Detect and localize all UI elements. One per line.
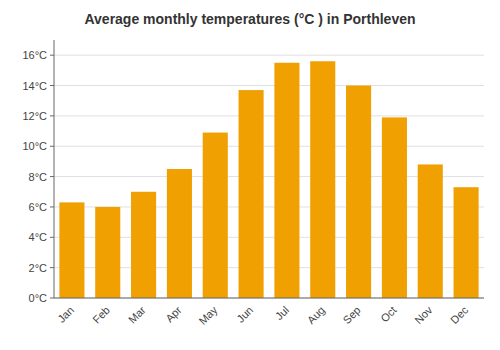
x-tick-label: Sep: [340, 304, 362, 326]
bar: [454, 187, 479, 298]
bar: [418, 164, 443, 298]
y-tick-label: 16°C: [22, 49, 47, 61]
bars: [59, 61, 478, 298]
x-tick-label: Nov: [412, 303, 435, 326]
y-tick-label: 4°C: [29, 231, 48, 243]
title: Average monthly temperatures (°C ) in Po…: [84, 11, 415, 27]
x-tick-label: Dec: [448, 303, 471, 326]
y-tick-label: 14°C: [22, 80, 47, 92]
x-tick-label: Oct: [378, 304, 399, 325]
x-tick-label: Jun: [234, 304, 255, 325]
grid-line: [54, 115, 484, 116]
bar: [131, 192, 156, 298]
grid-line: [54, 55, 484, 56]
y-tick: [50, 237, 54, 238]
y-tick-label: 10°C: [22, 140, 47, 152]
x-axis: Jan Feb Mar Apr May Jun Jul Aug Sep Oct Nov Dec: [54, 298, 484, 327]
bar: [59, 202, 84, 298]
y-tick-label: 2°C: [29, 262, 48, 274]
bar: [274, 63, 299, 298]
x-tick-label: Jan: [55, 304, 76, 325]
x-tick-label: Apr: [163, 304, 184, 325]
grid-line: [54, 85, 484, 86]
y-tick-label: 12°C: [22, 110, 47, 122]
y-tick: [50, 55, 54, 56]
x-tick-label: Jul: [273, 304, 291, 322]
x-tick-label: Feb: [90, 304, 112, 326]
x-tick-label: Aug: [305, 304, 327, 326]
y-axis: 0°C 2°C 4°C 6°C 8°C 10°C 12°C 14°C 16°C: [22, 40, 54, 304]
grid: [54, 55, 484, 298]
y-axis-line: [54, 40, 55, 298]
bar: [382, 117, 407, 298]
y-tick: [50, 176, 54, 177]
y-tick-label: 6°C: [29, 201, 48, 213]
x-axis-line: [54, 298, 484, 299]
x-tick-label: Mar: [126, 304, 148, 326]
y-tick-label: 0°C: [29, 292, 48, 304]
y-tick: [50, 146, 54, 147]
chart: Average monthly temperatures (°C ) in Po…: [0, 0, 500, 350]
y-tick: [50, 267, 54, 268]
y-tick: [50, 206, 54, 207]
y-tick: [50, 85, 54, 86]
bar: [310, 61, 335, 298]
x-tick-label: May: [196, 303, 220, 327]
grid-line: [54, 146, 484, 147]
bar: [239, 90, 264, 298]
grid-line: [54, 298, 484, 299]
bar: [346, 86, 371, 298]
y-tick: [50, 298, 54, 299]
bar: [167, 169, 192, 298]
y-tick-label: 8°C: [29, 171, 48, 183]
bar: [203, 133, 228, 298]
y-tick: [50, 115, 54, 116]
bar: [95, 207, 120, 298]
